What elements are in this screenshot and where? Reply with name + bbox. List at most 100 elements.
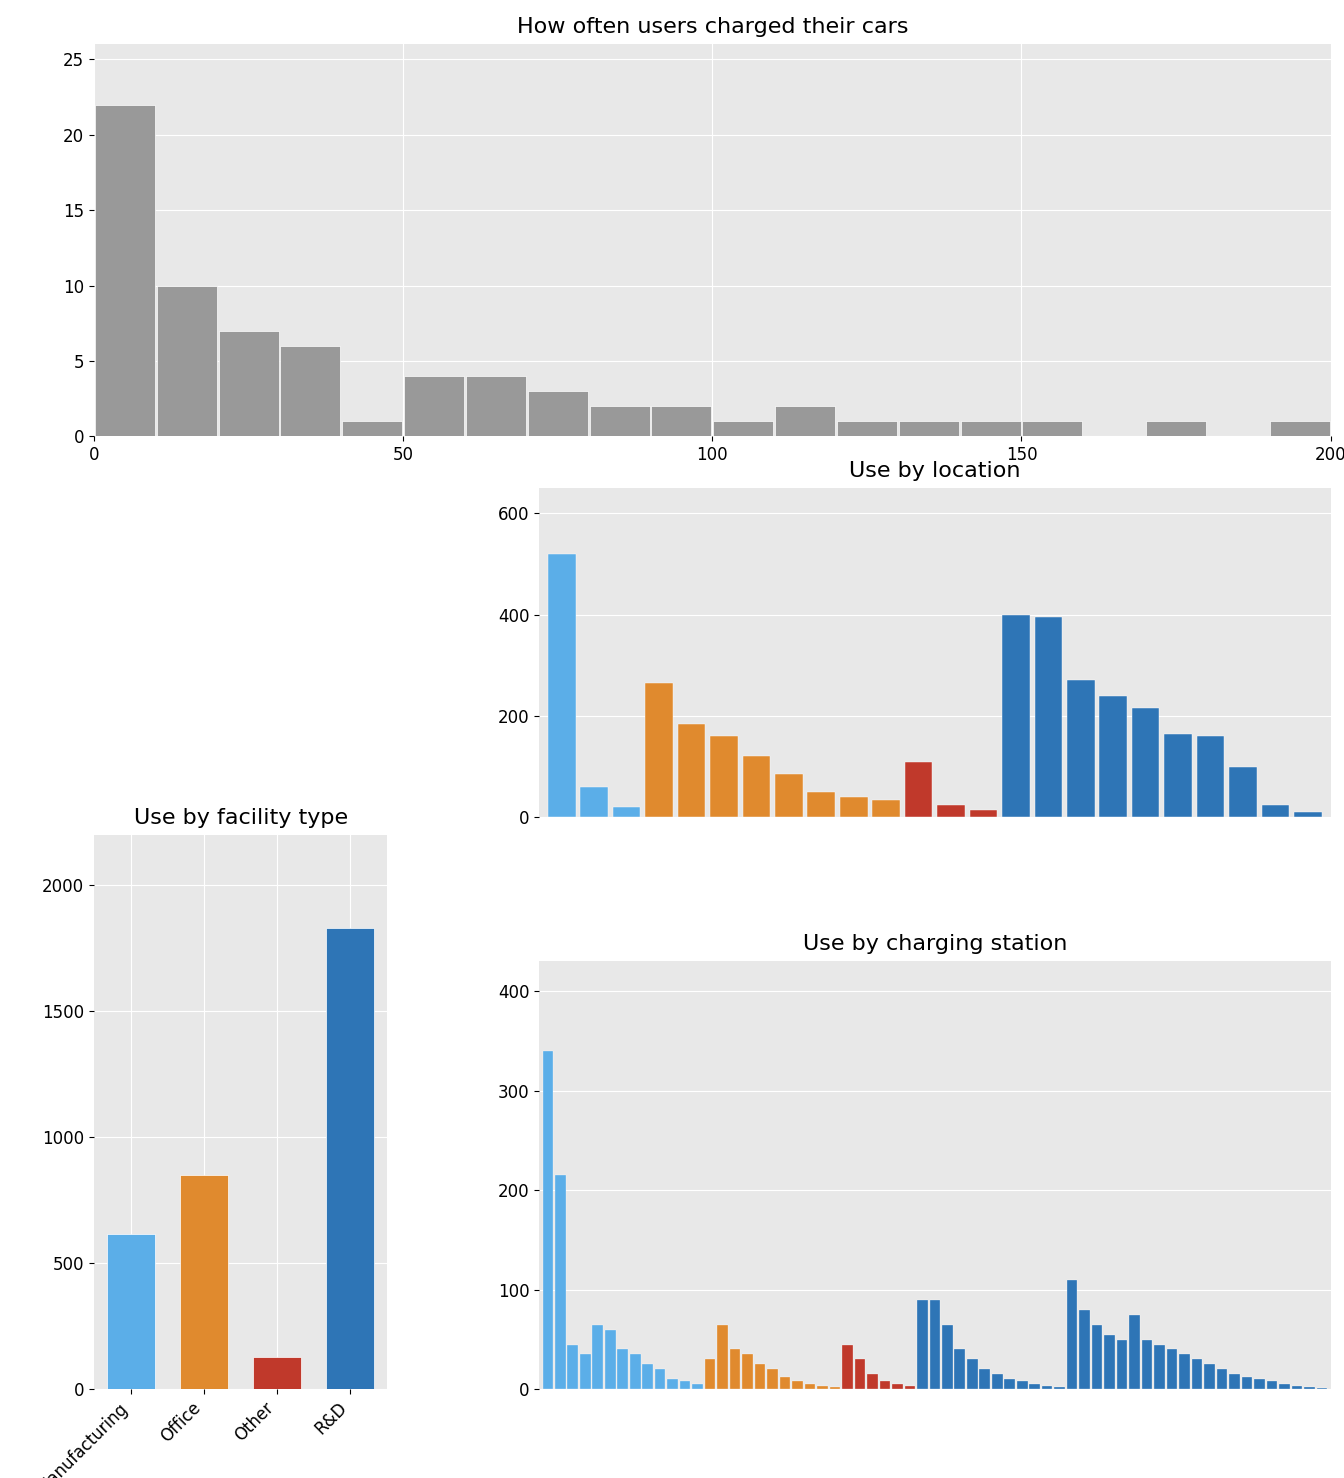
Title: How often users charged their cars: How often users charged their cars <box>516 18 909 37</box>
Bar <box>837 421 896 436</box>
Bar <box>543 1051 554 1389</box>
Bar <box>917 1299 927 1389</box>
Bar <box>1167 1349 1177 1389</box>
Bar <box>855 1360 866 1389</box>
Bar <box>180 1175 228 1389</box>
Bar <box>405 375 464 436</box>
Bar <box>843 1345 852 1389</box>
Bar <box>630 1354 641 1389</box>
Bar <box>937 804 965 817</box>
Bar <box>775 774 802 817</box>
Bar <box>1023 421 1082 436</box>
Bar <box>613 807 641 817</box>
Bar <box>254 1357 301 1389</box>
Bar <box>710 736 738 817</box>
Bar <box>281 346 340 436</box>
Bar <box>714 421 773 436</box>
Bar <box>1230 767 1257 817</box>
Bar <box>1067 1280 1078 1389</box>
Bar <box>1216 1370 1227 1389</box>
Bar <box>780 1377 790 1389</box>
Bar <box>1105 1335 1116 1389</box>
Bar <box>1196 736 1224 817</box>
Bar <box>581 786 607 817</box>
Bar <box>1242 1377 1253 1389</box>
Bar <box>528 392 587 436</box>
Bar <box>605 1330 616 1389</box>
Title: Use by facility type: Use by facility type <box>133 807 348 828</box>
Bar <box>808 792 835 817</box>
Bar <box>1017 1382 1028 1389</box>
Bar <box>668 1379 677 1389</box>
Bar <box>905 1386 915 1389</box>
Bar <box>992 1375 1003 1389</box>
Bar <box>829 1388 840 1389</box>
Bar <box>692 1385 703 1389</box>
Bar <box>767 1370 778 1389</box>
Bar <box>1035 618 1062 817</box>
Bar <box>743 757 770 817</box>
Title: Use by location: Use by location <box>849 461 1020 480</box>
Bar <box>805 1385 816 1389</box>
Bar <box>1004 1379 1015 1389</box>
Bar <box>677 724 706 817</box>
Bar <box>555 1175 566 1389</box>
Bar <box>966 1360 977 1389</box>
Bar <box>1003 615 1030 817</box>
Bar <box>1067 680 1094 817</box>
Bar <box>961 421 1020 436</box>
Bar <box>954 1349 965 1389</box>
Bar <box>1091 1324 1102 1389</box>
Bar <box>980 1370 991 1389</box>
Bar <box>466 375 526 436</box>
Bar <box>905 761 933 817</box>
Bar <box>742 1354 753 1389</box>
Bar <box>730 1349 741 1389</box>
Bar <box>1164 733 1192 817</box>
Bar <box>1129 1314 1140 1389</box>
Bar <box>157 285 216 436</box>
Bar <box>1204 1364 1215 1389</box>
Bar <box>343 421 402 436</box>
Bar <box>642 1364 653 1389</box>
Bar <box>593 1324 603 1389</box>
Bar <box>1304 1388 1314 1389</box>
Bar <box>95 105 155 436</box>
Bar <box>1279 1385 1290 1389</box>
Bar <box>1117 1339 1128 1389</box>
Bar <box>718 1324 728 1389</box>
Bar <box>645 683 673 817</box>
Bar <box>617 1349 628 1389</box>
Bar <box>892 1385 903 1389</box>
Bar <box>327 928 374 1389</box>
Bar <box>879 1382 890 1389</box>
Bar <box>867 1375 878 1389</box>
Bar <box>1132 708 1160 817</box>
Bar <box>942 1324 953 1389</box>
Bar <box>1079 1310 1090 1389</box>
Bar <box>1030 1385 1040 1389</box>
Bar <box>1254 1379 1265 1389</box>
Title: Use by charging station: Use by charging station <box>802 934 1067 955</box>
Bar <box>1054 1388 1064 1389</box>
Bar <box>567 1345 578 1389</box>
Bar <box>969 810 997 817</box>
Bar <box>1154 1345 1165 1389</box>
Bar <box>1230 1375 1239 1389</box>
Bar <box>581 1354 590 1389</box>
Bar <box>219 331 278 436</box>
Bar <box>590 406 649 436</box>
Bar <box>655 1370 665 1389</box>
Bar <box>1262 804 1289 817</box>
Bar <box>817 1386 828 1389</box>
Bar <box>680 1382 691 1389</box>
Bar <box>755 1364 765 1389</box>
Bar <box>704 1360 715 1389</box>
Bar <box>840 797 867 817</box>
Bar <box>792 1382 802 1389</box>
Bar <box>1192 1360 1203 1389</box>
Bar <box>548 554 575 817</box>
Bar <box>1292 1386 1302 1389</box>
Bar <box>1142 1339 1152 1389</box>
Bar <box>899 421 958 436</box>
